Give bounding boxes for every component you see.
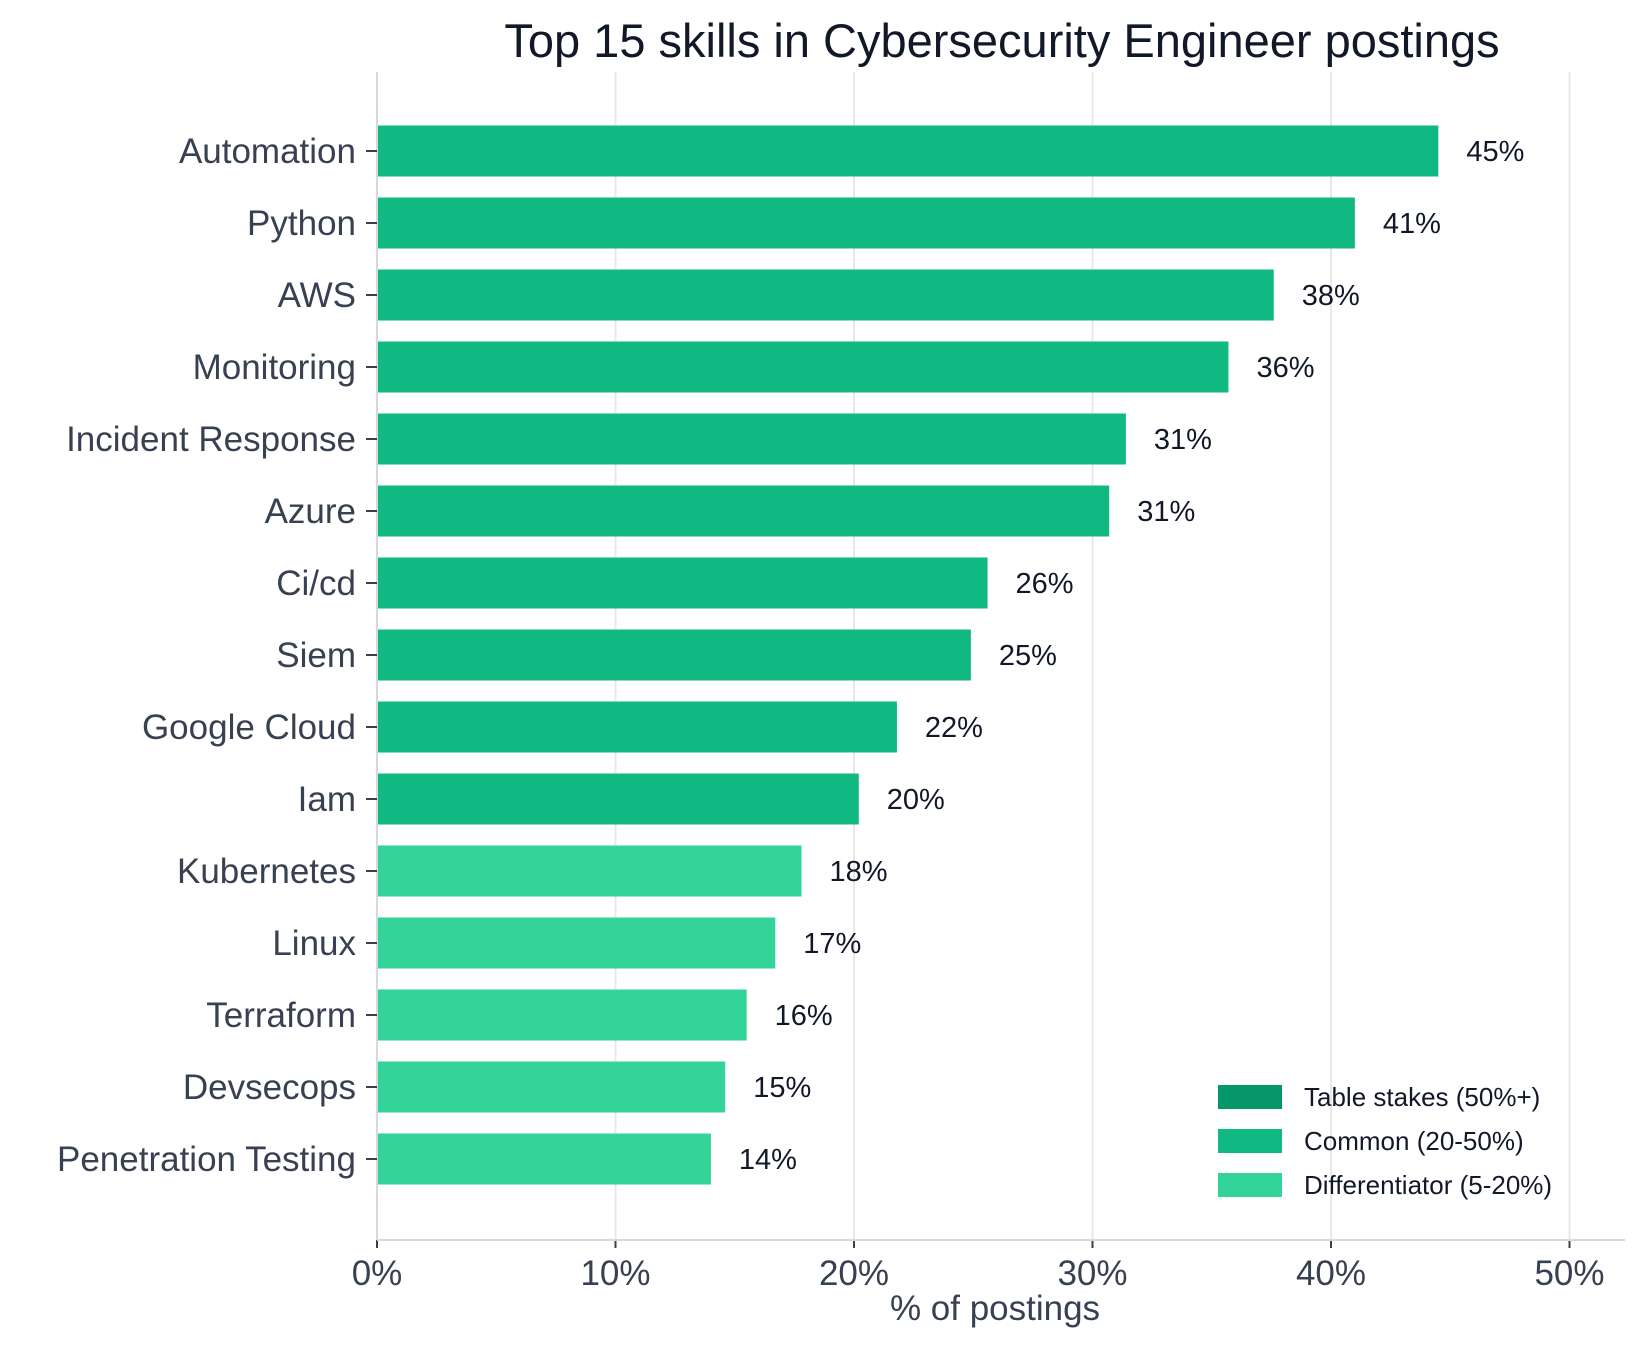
bar <box>377 629 971 681</box>
bar <box>377 557 988 609</box>
bar <box>377 917 776 969</box>
category-label: Siem <box>276 636 356 675</box>
category-label: Google Cloud <box>142 708 356 747</box>
x-tick-label: 10% <box>580 1254 650 1293</box>
category-label: Incident Response <box>66 420 356 459</box>
bar-value-label: 18% <box>830 856 888 888</box>
bar-value-label: 25% <box>999 640 1057 672</box>
legend-label: Common (20-50%) <box>1304 1126 1524 1156</box>
bar <box>377 125 1439 177</box>
bars: 45% 41% 38% 36% 31% 31% 26% 25% 22% 20% 18% 17% 16% 1… <box>377 125 1524 1185</box>
bar <box>377 845 802 897</box>
bar-value-label: 26% <box>1016 568 1074 600</box>
bar <box>377 485 1110 537</box>
bar-value-label: 38% <box>1302 280 1360 312</box>
bar-value-label: 16% <box>775 1000 833 1032</box>
bar <box>377 773 859 825</box>
bar <box>377 1061 726 1113</box>
category-label: Penetration Testing <box>57 1140 356 1179</box>
bar-value-label: 41% <box>1383 208 1441 240</box>
category-label: Linux <box>272 924 356 963</box>
bar <box>377 413 1126 465</box>
bar <box>377 269 1274 321</box>
chart-title: Top 15 skills in Cybersecurity Engineer … <box>504 14 1499 67</box>
x-axis-title: % of postings <box>890 1289 1100 1328</box>
bar <box>377 1133 711 1185</box>
bar-value-label: 20% <box>887 784 945 816</box>
category-label: Iam <box>298 780 356 819</box>
category-label: Monitoring <box>193 348 356 387</box>
bar-value-label: 14% <box>739 1144 797 1176</box>
category-label: Kubernetes <box>177 852 356 891</box>
bar <box>377 989 747 1041</box>
bar-value-label: 15% <box>753 1072 811 1104</box>
x-tick-label: 40% <box>1296 1254 1366 1293</box>
legend-label: Table stakes (50%+) <box>1304 1082 1540 1112</box>
x-tick-label: 30% <box>1057 1254 1127 1293</box>
bar-value-label: 17% <box>803 928 861 960</box>
category-label: Azure <box>265 492 356 531</box>
bar-value-label: 45% <box>1466 136 1524 168</box>
category-label: AWS <box>278 276 356 315</box>
legend-swatch <box>1218 1173 1282 1197</box>
category-label: Ci/cd <box>276 564 356 603</box>
bar-value-label: 36% <box>1256 352 1314 384</box>
x-tick-label: 0% <box>352 1254 403 1293</box>
bar <box>377 197 1355 249</box>
bar-value-label: 22% <box>925 712 983 744</box>
category-label: Devsecops <box>183 1068 356 1107</box>
category-label: Automation <box>179 132 356 171</box>
bar-value-label: 31% <box>1154 424 1212 456</box>
x-tick-label: 50% <box>1534 1254 1604 1293</box>
legend-label: Differentiator (5-20%) <box>1304 1170 1552 1200</box>
x-tick-label: 20% <box>819 1254 889 1293</box>
bar-value-label: 31% <box>1137 496 1195 528</box>
legend-swatch <box>1218 1129 1282 1153</box>
legend: Table stakes (50%+) Common (20-50%) Differ… <box>1218 1082 1552 1200</box>
category-label: Terraform <box>206 996 356 1035</box>
axes: 0% 10% 20% 30% 40% 50% Automation Python AWS Moni… <box>57 72 1625 1293</box>
category-label: Python <box>247 204 356 243</box>
bar <box>377 341 1229 393</box>
bar <box>377 701 897 753</box>
legend-swatch <box>1218 1085 1282 1109</box>
